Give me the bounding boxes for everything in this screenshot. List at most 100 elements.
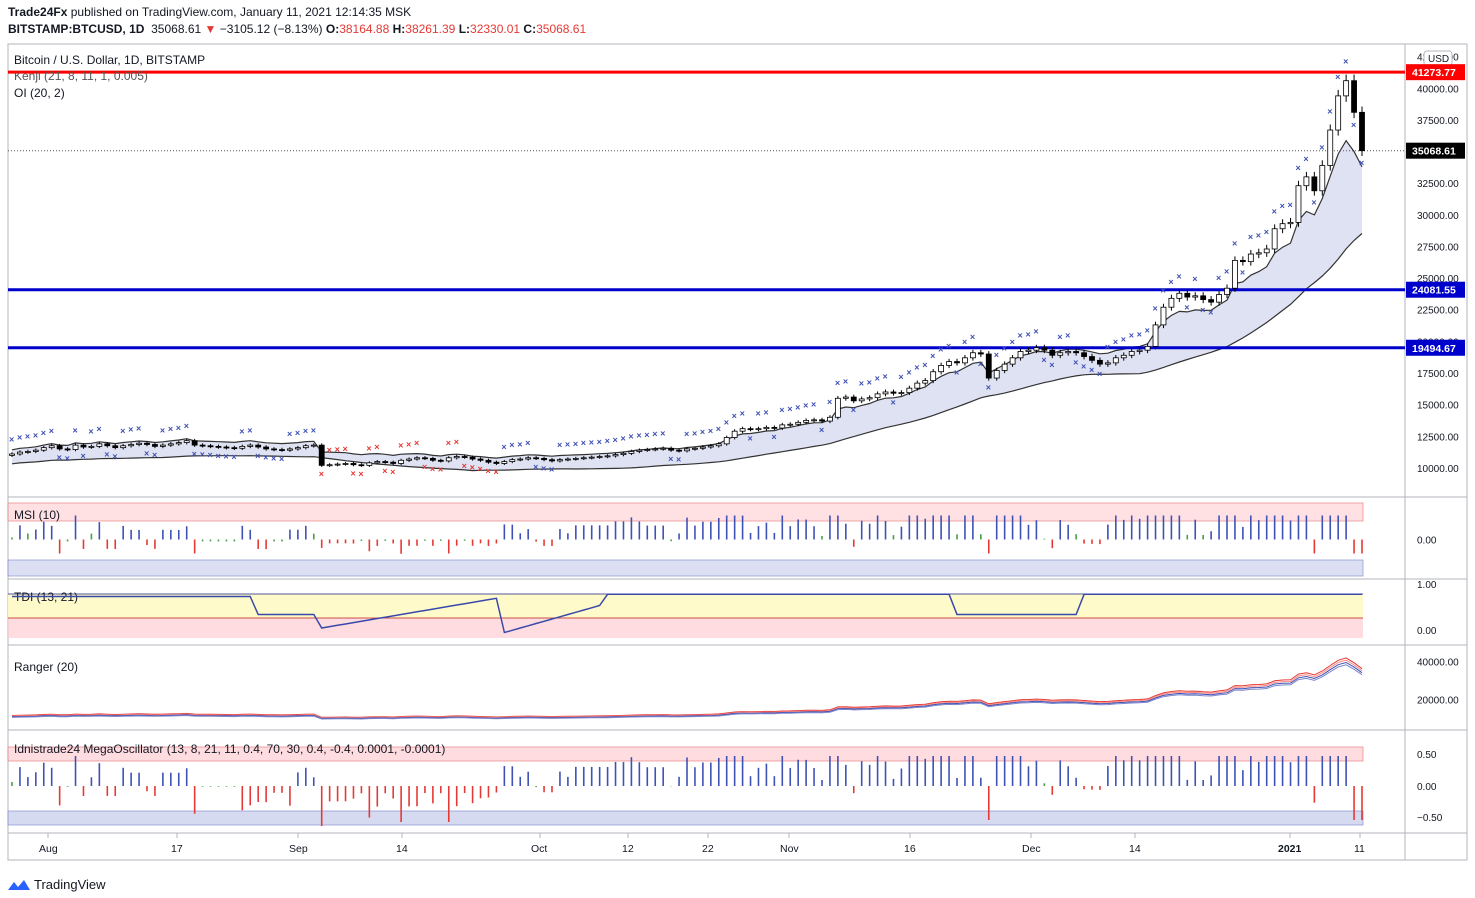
kenji-marker: × xyxy=(152,450,157,460)
kenji-marker: × xyxy=(319,469,324,479)
kenji-marker: × xyxy=(668,454,673,464)
candle-body xyxy=(1335,95,1342,131)
kenji-marker: × xyxy=(414,438,419,448)
price-tick-label: 27500.00 xyxy=(1417,242,1459,253)
kenji-marker: × xyxy=(898,372,903,382)
kenji-marker: × xyxy=(684,429,689,439)
candle-body xyxy=(287,448,293,451)
kenji-marker: × xyxy=(1248,232,1253,242)
candle-body xyxy=(152,444,158,447)
kenji-marker: × xyxy=(120,426,125,436)
kenji-marker: × xyxy=(398,441,403,451)
kenji-marker: × xyxy=(1010,337,1015,347)
time-tick-label: 16 xyxy=(904,843,916,855)
kenji-marker: × xyxy=(906,368,911,378)
candle-body xyxy=(445,457,452,462)
price-tick-label: 25000.00 xyxy=(1417,274,1459,285)
kenji-marker: × xyxy=(843,377,848,387)
candle-body xyxy=(1001,363,1008,371)
time-tick-label: 22 xyxy=(702,843,714,855)
kenji-marker: × xyxy=(231,452,236,462)
candle-body xyxy=(64,448,71,451)
candle-body xyxy=(32,449,39,452)
candle-body xyxy=(628,451,635,454)
kenji-marker: × xyxy=(1081,361,1086,371)
candle-body xyxy=(787,423,794,426)
ranger-line xyxy=(11,664,1363,720)
kenji-marker: × xyxy=(1033,327,1038,337)
kenji-marker: × xyxy=(986,383,991,393)
candle-body xyxy=(40,447,47,451)
low-label: L: xyxy=(458,22,471,36)
candle-body xyxy=(993,370,1000,379)
candle-body xyxy=(485,459,492,463)
kenji-marker: × xyxy=(811,400,816,410)
candle-body xyxy=(414,457,420,460)
kenji-marker: × xyxy=(636,430,641,440)
kenji-marker: × xyxy=(597,437,602,447)
ranger-line xyxy=(11,657,1363,718)
kenji-marker: × xyxy=(708,426,713,436)
kenji-marker: × xyxy=(1121,334,1126,344)
msi-overbought-band xyxy=(7,502,1364,522)
kenji-marker: × xyxy=(493,467,498,477)
candle-body xyxy=(56,445,63,450)
high-value: 38261.39 xyxy=(405,22,456,36)
candle-body xyxy=(1263,248,1270,254)
tradingview-brand[interactable]: TradingView xyxy=(8,877,106,892)
kenji-marker: × xyxy=(827,397,832,407)
kenji-marker: × xyxy=(1089,365,1094,375)
kenji-marker: × xyxy=(287,429,292,439)
candle-body xyxy=(9,453,15,456)
candle-body xyxy=(104,443,111,447)
kenji-marker: × xyxy=(1145,325,1150,335)
kenji-marker: × xyxy=(485,466,490,476)
candle-body xyxy=(954,361,960,364)
tradingview-logo-icon xyxy=(8,879,30,890)
tdi-tick-label: 1.00 xyxy=(1417,580,1437,591)
kenji-marker: × xyxy=(994,350,999,360)
kenji-marker: × xyxy=(1073,358,1078,368)
publisher-name[interactable]: Trade24Fx xyxy=(8,5,68,19)
kenji-marker: × xyxy=(255,451,260,461)
candle-body xyxy=(120,445,127,449)
price-badge-label: 41273.77 xyxy=(1412,67,1456,79)
candle-body xyxy=(898,392,905,395)
candle-body xyxy=(374,461,381,464)
kenji-marker: × xyxy=(1200,305,1205,315)
kenji-marker: × xyxy=(1018,331,1023,341)
kenji-marker: × xyxy=(1002,343,1007,353)
kenji-marker: × xyxy=(1176,272,1181,282)
kenji-marker: × xyxy=(303,426,308,436)
kenji-marker: × xyxy=(787,404,792,414)
kenji-marker: × xyxy=(438,465,443,475)
kenji-marker: × xyxy=(978,359,983,369)
candle-body xyxy=(962,357,968,364)
candle-body xyxy=(183,440,190,443)
kenji-marker: × xyxy=(112,451,117,461)
candle-body xyxy=(453,456,460,459)
kenji-marker: × xyxy=(390,467,395,477)
candle-body xyxy=(827,416,833,422)
candle-body xyxy=(1279,223,1286,230)
kenji-marker: × xyxy=(1351,120,1356,130)
candle-body xyxy=(1120,354,1127,359)
kenji-marker: × xyxy=(184,421,189,431)
kenji-marker: × xyxy=(470,463,475,473)
candle-body xyxy=(906,387,913,394)
candle-body xyxy=(596,456,603,458)
kenji-marker: × xyxy=(239,427,244,437)
kenji-marker: × xyxy=(676,455,681,465)
candle-body xyxy=(207,445,214,448)
candle-body xyxy=(588,456,595,459)
candle-body xyxy=(1359,111,1365,152)
time-tick-label: 2021 xyxy=(1278,843,1302,855)
kenji-marker: × xyxy=(1025,329,1030,339)
kenji-marker: × xyxy=(724,418,729,428)
published-text: published on TradingView.com, January 11… xyxy=(70,5,412,19)
tdi-low-band xyxy=(8,618,1363,638)
kenji-marker: × xyxy=(446,438,451,448)
kenji-marker: × xyxy=(271,453,276,463)
legend-ranger: Ranger (20) xyxy=(14,660,78,674)
